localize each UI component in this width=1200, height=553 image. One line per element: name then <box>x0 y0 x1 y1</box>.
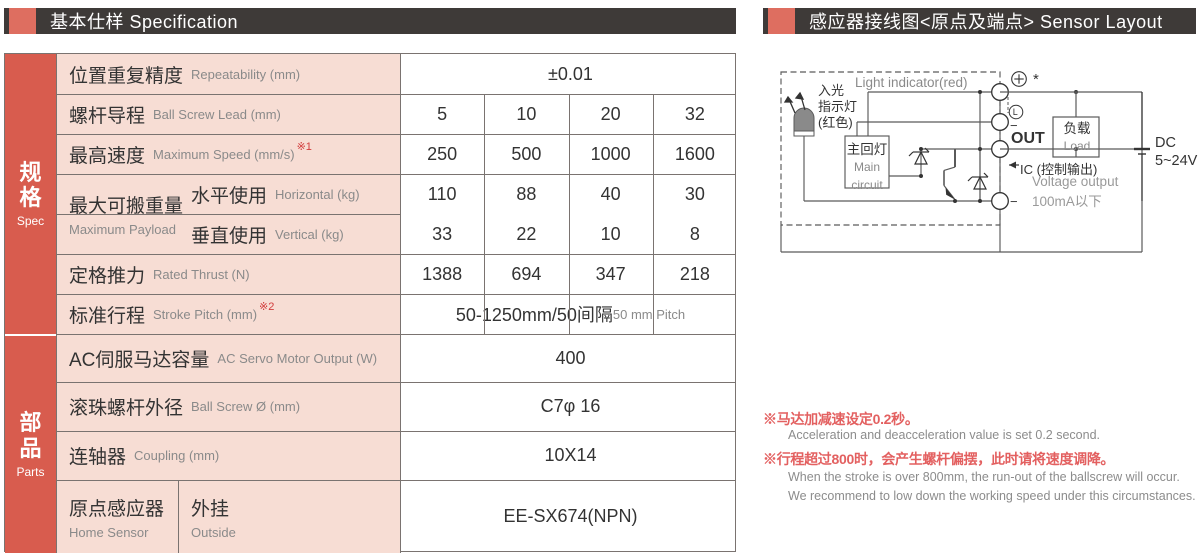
svg-text:−: − <box>1010 194 1018 209</box>
svg-text:L: L <box>1013 107 1018 117</box>
svg-text:OUT: OUT <box>1011 130 1045 147</box>
svg-text:*: * <box>1033 71 1039 88</box>
